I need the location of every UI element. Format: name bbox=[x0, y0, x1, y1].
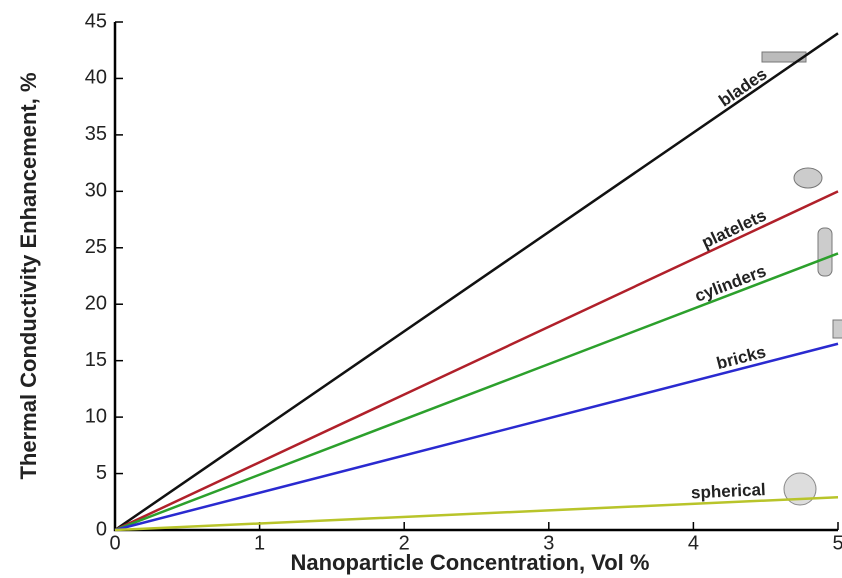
series-line bbox=[114, 342, 839, 532]
sphere-icon bbox=[783, 472, 817, 506]
blade-icon bbox=[761, 51, 807, 63]
y-tick-label: 45 bbox=[85, 10, 107, 32]
y-tick-label: 10 bbox=[85, 405, 107, 427]
y-tick-label: 5 bbox=[96, 462, 107, 484]
cylinder-icon bbox=[817, 227, 833, 277]
y-tick-label: 20 bbox=[85, 293, 107, 315]
series-line bbox=[114, 496, 839, 532]
y-tick-label: 30 bbox=[85, 180, 107, 202]
x-tick-label: 1 bbox=[254, 532, 265, 554]
y-axis-title: Thermal Conductivity Enhancement, % bbox=[16, 72, 41, 479]
x-tick-label: 0 bbox=[109, 532, 120, 554]
x-tick-label: 3 bbox=[543, 532, 554, 554]
line-label: spherical bbox=[691, 480, 766, 502]
y-tick-label: 40 bbox=[85, 67, 107, 89]
y-tick-label: 25 bbox=[85, 236, 107, 258]
x-tick-label: 4 bbox=[688, 532, 699, 554]
x-tick-label: 2 bbox=[399, 532, 410, 554]
series-line bbox=[114, 252, 839, 532]
x-axis-title: Nanoparticle Concentration, Vol % bbox=[291, 550, 650, 575]
x-tick-label: 5 bbox=[832, 532, 842, 554]
brick-icon bbox=[832, 319, 842, 339]
y-tick-label: 0 bbox=[96, 518, 107, 540]
platelet-icon bbox=[793, 167, 823, 189]
series-line bbox=[114, 32, 839, 532]
series-line bbox=[114, 190, 839, 532]
y-tick-label: 15 bbox=[85, 349, 107, 371]
line-label: blades bbox=[715, 64, 770, 110]
y-tick-label: 35 bbox=[85, 123, 107, 145]
